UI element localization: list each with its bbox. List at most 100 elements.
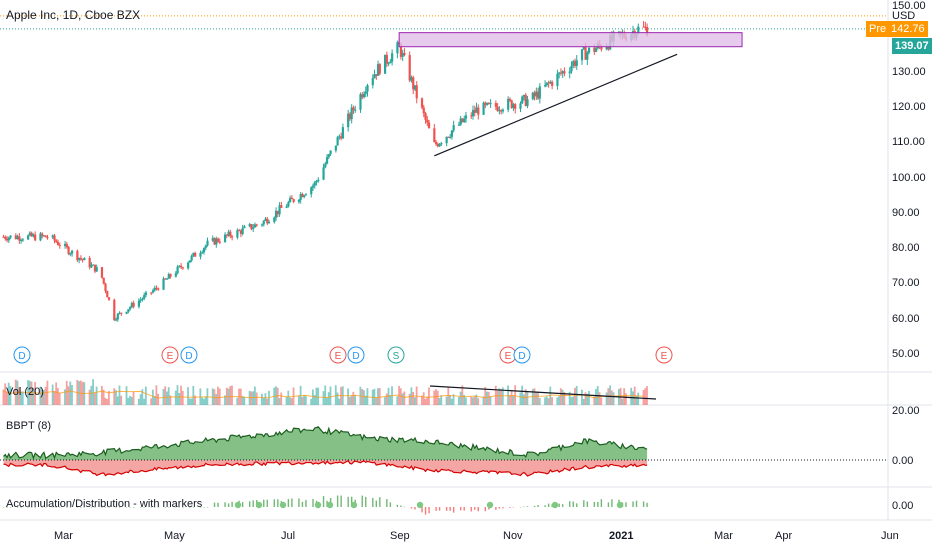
volume-bar: [482, 396, 485, 405]
volume-bar: [508, 395, 511, 405]
candle-body: [165, 278, 169, 280]
resistance-zone: [398, 32, 743, 48]
time-tick: Nov: [503, 530, 523, 542]
ad-bar: [16, 507, 19, 508]
time-tick: May: [164, 530, 185, 542]
volume-bar: [100, 386, 103, 405]
ad-bar: [312, 498, 314, 507]
ad-bar: [178, 507, 181, 508]
ad-bar: [231, 501, 233, 507]
candle-body: [526, 99, 529, 106]
candle-body: [471, 109, 475, 117]
ad-bar: [2, 507, 5, 508]
candle-body: [276, 210, 279, 215]
volume-bar: [484, 387, 487, 405]
candle-body: [303, 195, 306, 198]
volume-bar: [104, 397, 107, 405]
candle-body: [387, 63, 390, 65]
volume-bar: [181, 390, 184, 405]
time-tick: Jun: [881, 530, 899, 542]
candle-body: [32, 234, 35, 237]
candle-body: [350, 107, 353, 120]
candle-body: [153, 287, 156, 291]
volume-bar: [426, 396, 429, 405]
ad-marker: [486, 501, 494, 509]
volume-bar: [115, 390, 117, 405]
candle-body: [459, 118, 462, 125]
ad-bar: [347, 496, 349, 507]
volume-bar: [364, 395, 367, 405]
candle-body: [473, 109, 476, 113]
volume-bar: [531, 389, 534, 405]
candle-body: [313, 182, 316, 186]
bbpt-tick: 0.00: [892, 455, 914, 467]
candle-body: [464, 115, 468, 119]
ad-bar: [139, 507, 142, 508]
candle-body: [595, 48, 598, 52]
volume-bar: [9, 386, 12, 405]
ad-bar: [375, 500, 378, 507]
volume-bar: [178, 393, 181, 405]
candle-body: [260, 224, 264, 226]
candle-body: [127, 309, 130, 312]
volume-bar: [262, 397, 265, 405]
time-tick: Apr: [775, 530, 793, 542]
candle-body: [95, 267, 98, 272]
volume-bar: [433, 390, 436, 405]
volume-bar: [304, 396, 307, 405]
ad-bar: [59, 507, 61, 508]
volume-bar: [243, 396, 246, 405]
candle-body: [88, 258, 91, 268]
volume-bar: [180, 385, 182, 405]
volume-bar: [519, 392, 522, 405]
ad-bar: [80, 507, 82, 508]
ad-bar: [45, 507, 47, 508]
volume-bar: [556, 397, 559, 405]
candle-body: [211, 238, 214, 241]
candle-body: [637, 26, 640, 34]
candle-body: [83, 258, 86, 261]
volume-bar: [32, 387, 35, 405]
volume-bar: [313, 395, 316, 405]
candle-body: [137, 300, 141, 307]
ad-bar: [438, 507, 441, 511]
ad-bar: [523, 506, 525, 508]
candle-body: [359, 94, 362, 110]
candle-body: [39, 233, 42, 241]
ad-bar: [305, 499, 307, 507]
volume-bar: [194, 395, 196, 405]
volume-bar: [201, 397, 204, 405]
ad-bar: [168, 507, 170, 508]
volume-bar: [21, 391, 24, 405]
volume-bar: [276, 387, 279, 405]
ad-tick: 0.00: [892, 500, 914, 512]
ad-bar: [449, 507, 451, 511]
volume-bar: [255, 392, 258, 405]
volume-bar: [593, 396, 596, 405]
ad-bar: [526, 506, 529, 507]
ad-bar: [287, 499, 290, 507]
candle-body: [206, 240, 209, 246]
candle-body: [289, 197, 292, 203]
volume-bar: [69, 381, 72, 405]
volume-bar: [473, 396, 476, 405]
ad-bar: [558, 503, 560, 507]
volume-bar: [64, 389, 66, 405]
candle-body: [501, 109, 505, 112]
candle-body: [347, 113, 350, 128]
time-tick: Sep: [390, 530, 410, 542]
ad-bar: [474, 507, 476, 510]
candle-body: [645, 26, 649, 36]
ad-bar: [379, 497, 381, 507]
price-tick: 70.00: [892, 277, 920, 289]
candle-body: [445, 136, 448, 144]
volume-bar: [461, 385, 464, 405]
volume-bar: [635, 395, 638, 405]
ad-bar: [642, 501, 645, 507]
ad-bar: [410, 507, 413, 509]
volume-bar: [192, 385, 195, 405]
event-marker-label: S: [393, 351, 400, 362]
volume-bar: [301, 396, 304, 405]
